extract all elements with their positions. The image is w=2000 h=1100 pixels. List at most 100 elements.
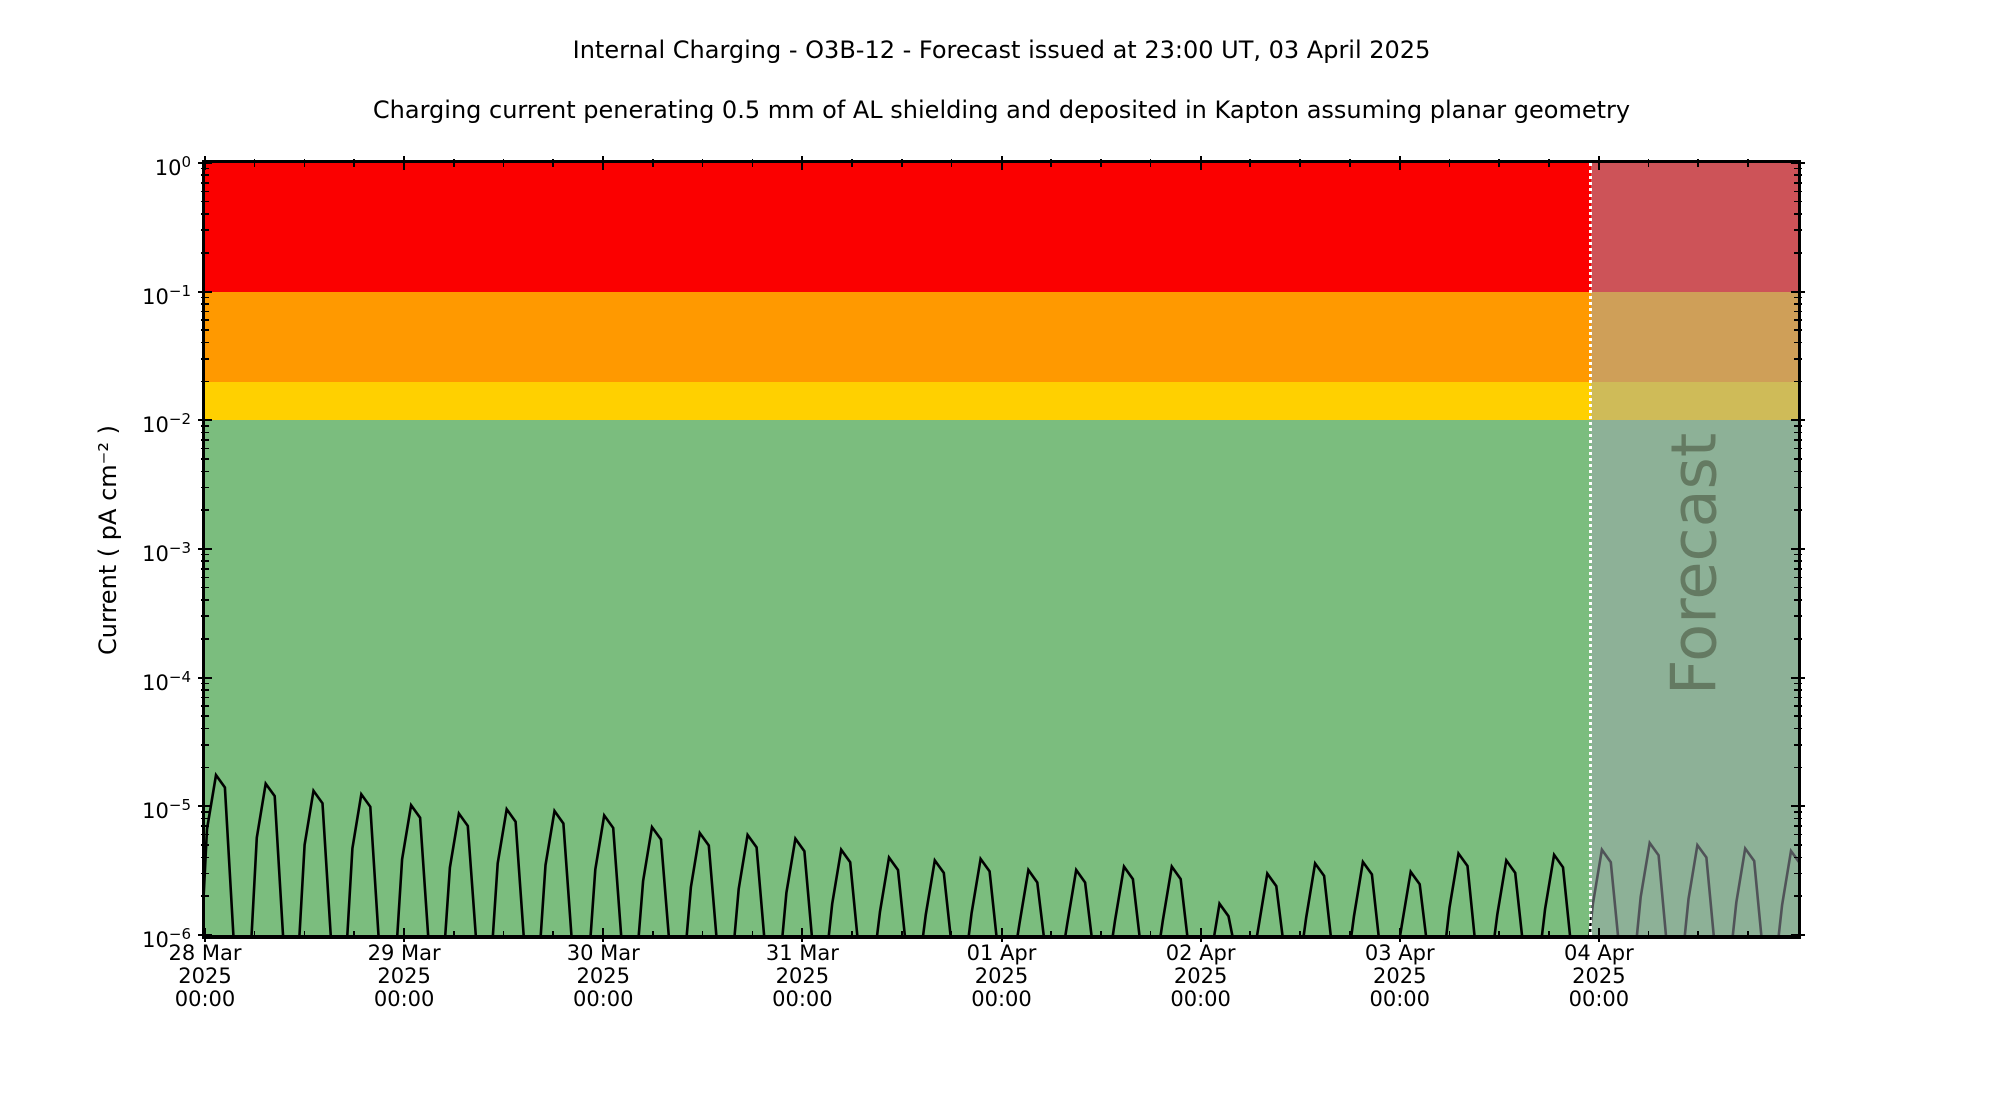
y-minor-tick	[201, 470, 209, 473]
y-minor-tick	[1794, 682, 1802, 685]
y-minor-tick	[201, 576, 209, 579]
x-minor-tick	[1697, 159, 1700, 167]
y-minor-tick	[201, 811, 209, 813]
y-minor-tick	[201, 844, 209, 846]
y-minor-tick	[201, 689, 209, 691]
x-minor-tick	[1348, 159, 1351, 167]
x-major-tick	[1199, 156, 1202, 170]
y-minor-tick	[1794, 895, 1802, 897]
x-major-tick	[1597, 156, 1600, 170]
x-tick-time: 00:00	[971, 987, 1032, 1011]
chart-subtitle: Charging current penerating 0.5 mm of AL…	[372, 96, 1631, 124]
y-major-tick	[1791, 805, 1805, 808]
x-major-tick	[1398, 156, 1401, 170]
y-minor-tick	[1794, 439, 1802, 441]
y-minor-tick	[201, 567, 209, 570]
plot-area: Forecast	[205, 163, 1798, 935]
x-minor-tick	[851, 931, 853, 939]
y-minor-tick	[201, 615, 209, 617]
x-minor-tick	[950, 931, 953, 939]
x-major-tick	[1199, 928, 1202, 942]
x-tick-year: 2025	[178, 964, 232, 988]
x-minor-tick	[1548, 931, 1550, 939]
x-minor-tick	[1647, 931, 1650, 939]
y-minor-tick	[201, 251, 209, 254]
x-minor-tick	[1647, 159, 1650, 167]
x-minor-tick	[1697, 931, 1700, 939]
y-minor-tick	[1794, 431, 1802, 434]
y-major-tick	[198, 419, 212, 422]
y-major-tick	[198, 290, 212, 293]
y-major-tick	[198, 548, 212, 550]
x-tick-time: 00:00	[772, 987, 833, 1011]
threshold-band-alert-red	[205, 163, 1798, 292]
y-minor-tick	[201, 766, 209, 769]
y-minor-tick	[201, 637, 209, 640]
x-minor-tick	[1050, 931, 1052, 939]
x-minor-tick	[552, 159, 555, 167]
x-tick-date: 02 Apr	[1165, 941, 1236, 965]
y-minor-tick	[201, 872, 209, 875]
y-minor-tick	[1794, 470, 1802, 473]
y-minor-tick	[201, 696, 209, 699]
x-minor-tick	[751, 159, 754, 167]
y-minor-tick	[201, 458, 209, 460]
x-minor-tick	[1249, 159, 1251, 167]
forecast-label: Forecast	[1657, 433, 1731, 696]
y-tick-label: 10−1	[142, 281, 191, 309]
x-minor-tick	[1498, 931, 1500, 939]
x-tick-date: 29 Mar	[367, 941, 441, 965]
y-major-tick	[1791, 676, 1805, 679]
y-minor-tick	[201, 817, 209, 820]
y-minor-tick	[201, 296, 209, 299]
y-tick-label: 100	[154, 153, 191, 180]
x-tick-year: 2025	[1173, 964, 1228, 988]
x-minor-tick	[353, 931, 355, 939]
y-minor-tick	[1794, 380, 1802, 383]
y-minor-tick	[201, 825, 209, 827]
y-minor-tick	[201, 319, 209, 321]
y-minor-tick	[201, 895, 209, 897]
x-tick-time: 00:00	[373, 987, 435, 1011]
y-minor-tick	[201, 486, 209, 489]
x-minor-tick	[652, 159, 654, 167]
x-tick-year: 2025	[576, 964, 630, 988]
x-minor-tick	[502, 931, 505, 939]
y-minor-tick	[201, 727, 209, 730]
x-major-tick	[801, 928, 804, 942]
x-tick-year: 2025	[775, 964, 830, 988]
x-tick-label: 28 Mar 2025 00:00	[135, 942, 275, 1011]
x-major-tick	[403, 928, 406, 942]
x-major-tick	[1000, 928, 1003, 942]
y-minor-tick	[1794, 689, 1802, 691]
x-major-tick	[602, 156, 605, 170]
y-minor-tick	[201, 200, 209, 203]
y-minor-tick	[201, 431, 209, 434]
y-minor-tick	[1794, 586, 1802, 589]
x-major-tick	[801, 156, 804, 170]
y-minor-tick	[201, 213, 209, 215]
y-minor-tick	[1794, 174, 1802, 177]
y-minor-tick	[1794, 743, 1802, 746]
x-minor-tick	[701, 159, 704, 167]
x-tick-label: 02 Apr 2025 00:00	[1131, 942, 1271, 1011]
x-minor-tick	[1149, 931, 1152, 939]
y-minor-tick	[1794, 181, 1802, 184]
x-tick-date: 30 Mar	[566, 941, 640, 965]
y-minor-tick	[201, 586, 209, 589]
y-minor-tick	[201, 190, 209, 193]
x-minor-tick	[900, 159, 903, 167]
x-major-tick	[1597, 928, 1600, 942]
y-minor-tick	[1794, 576, 1802, 579]
y-minor-tick	[201, 553, 209, 556]
current-curve	[205, 771, 1798, 935]
y-minor-tick	[201, 599, 209, 601]
x-tick-label: 03 Apr 2025 00:00	[1330, 942, 1470, 1011]
y-minor-tick	[1794, 825, 1802, 827]
y-minor-tick	[201, 705, 209, 707]
y-minor-tick	[1794, 341, 1802, 344]
x-tick-year: 2025	[377, 964, 431, 988]
y-minor-tick	[201, 743, 209, 746]
y-minor-tick	[201, 509, 209, 511]
x-tick-date: 01 Apr	[966, 941, 1037, 965]
